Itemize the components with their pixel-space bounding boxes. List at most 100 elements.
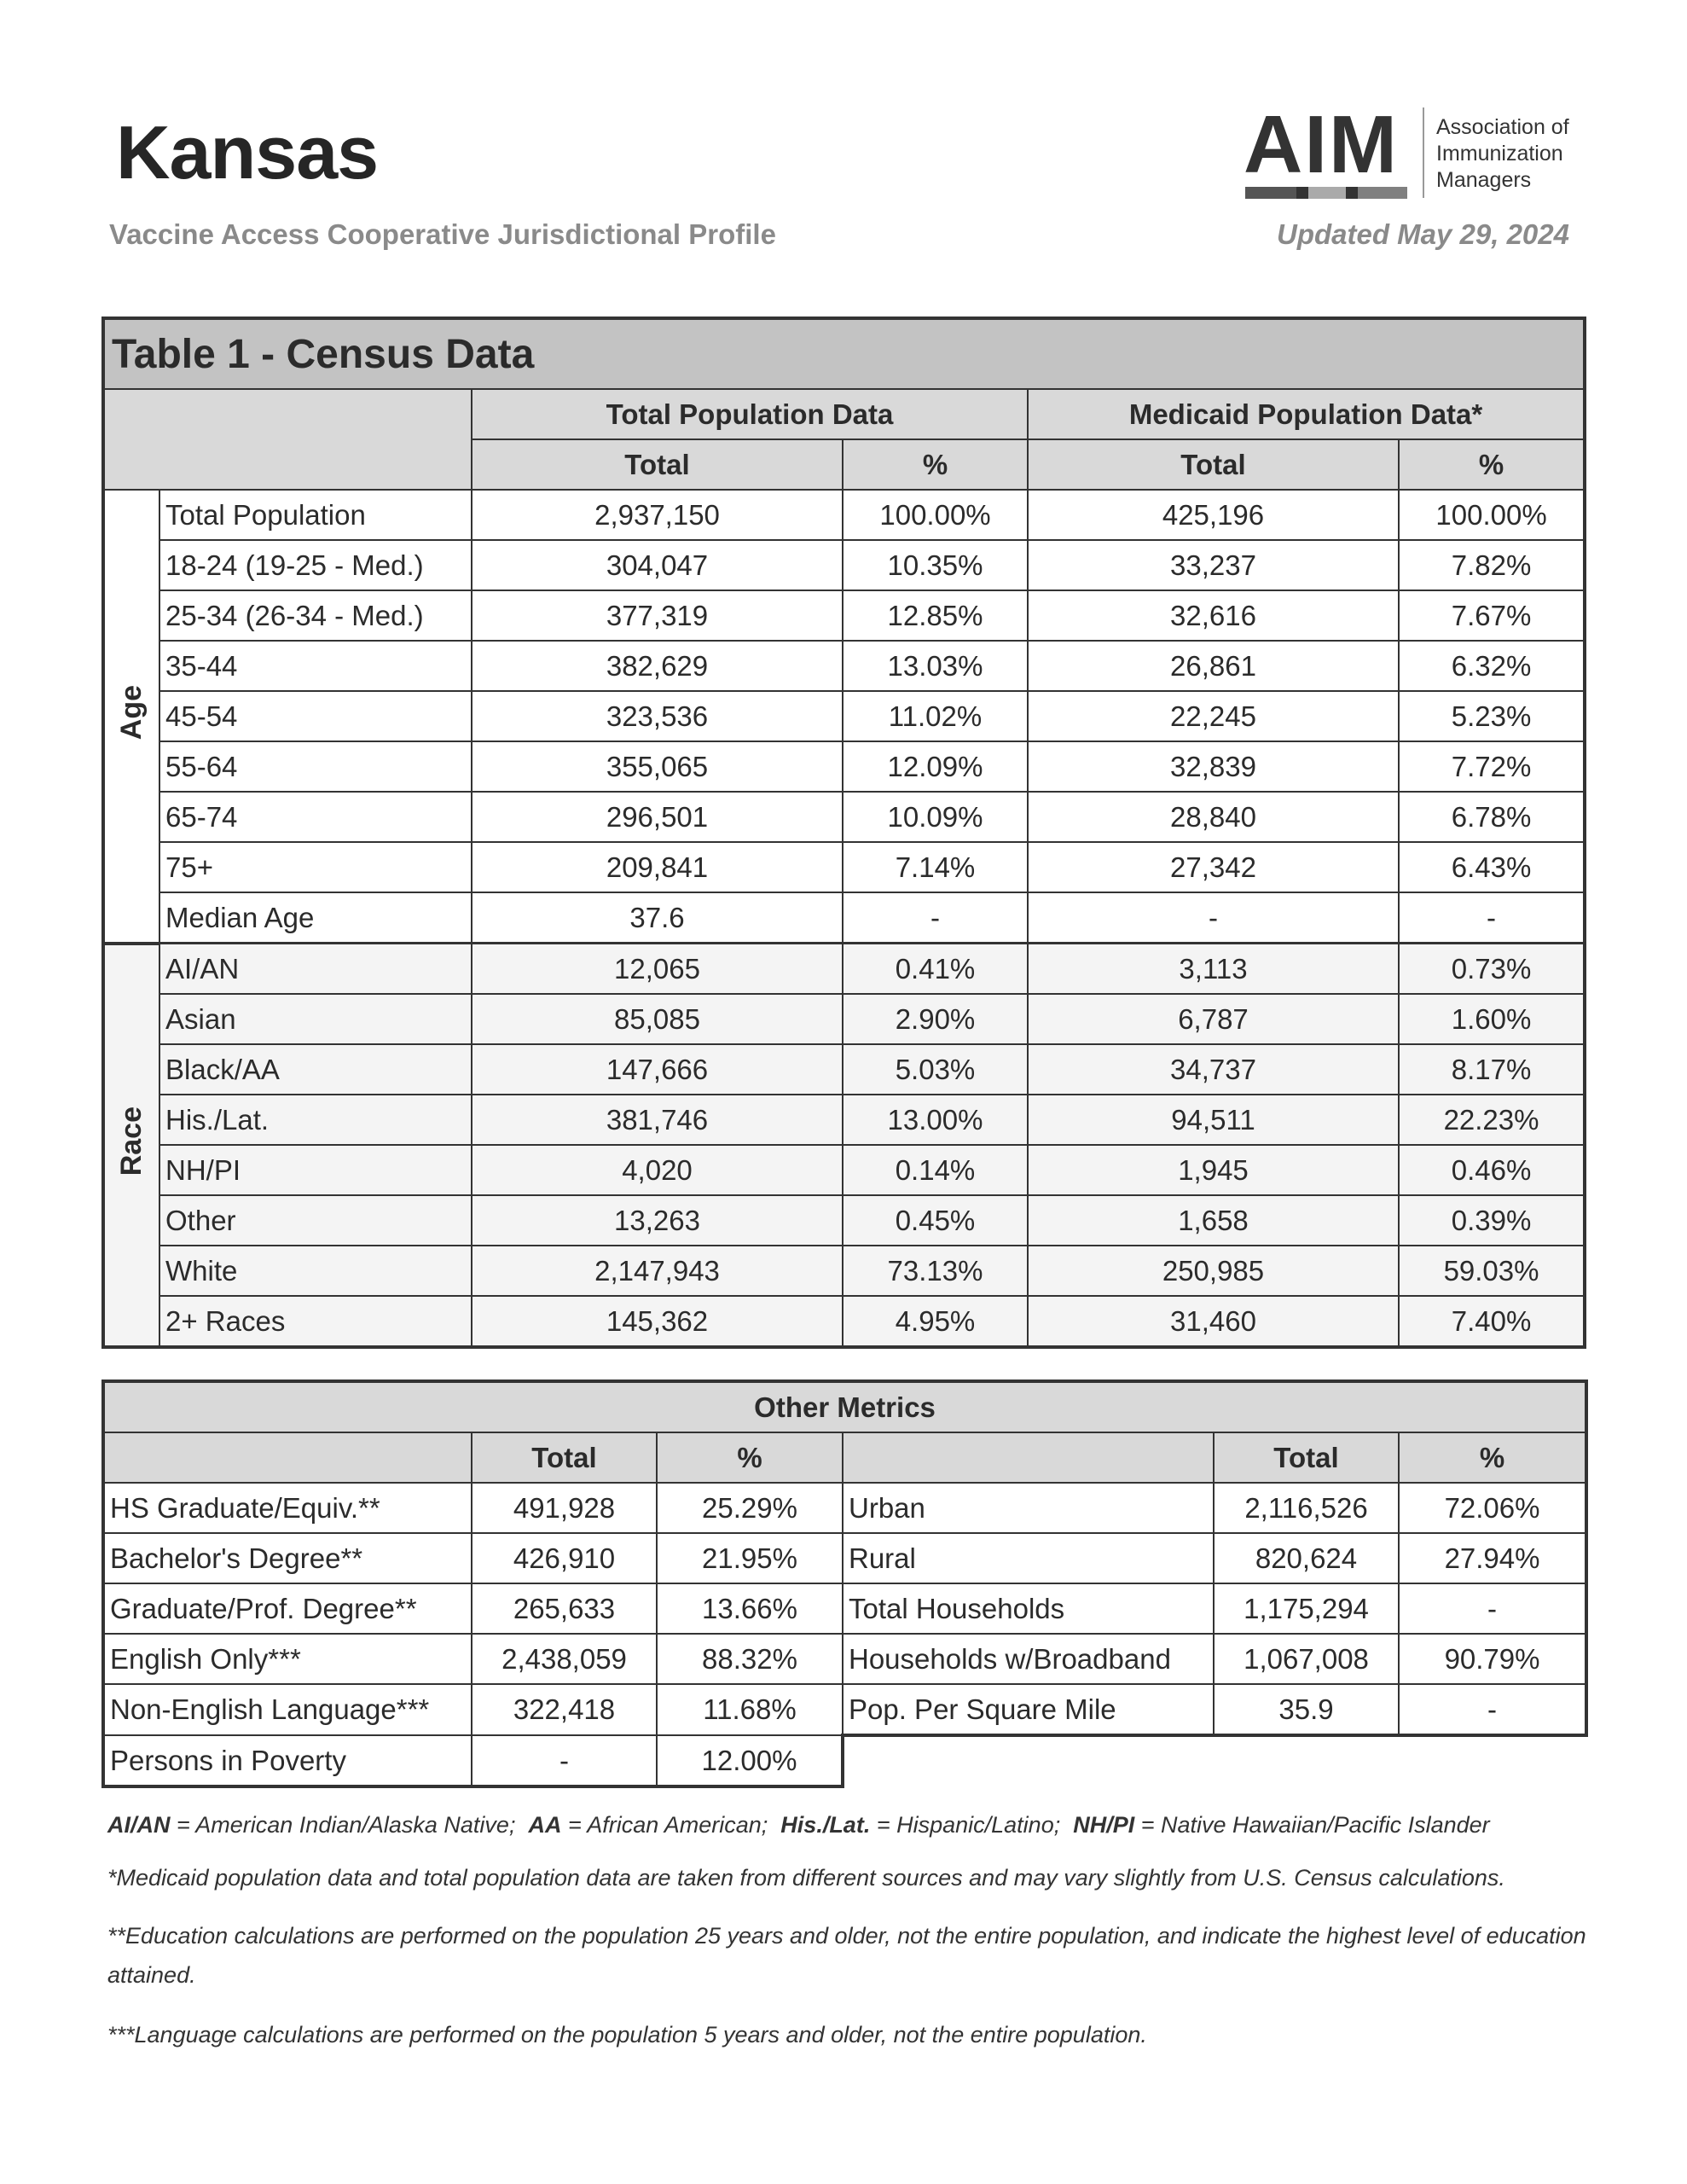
abbreviation: AI/AN <box>107 1812 171 1838</box>
cell-medicaid-percent: 100.00% <box>1397 489 1586 541</box>
cell-total: 4,020 <box>471 1144 844 1196</box>
cell-medicaid-total: 1,658 <box>1027 1194 1400 1246</box>
metric-total: 491,928 <box>471 1482 658 1534</box>
cell-medicaid-total: 33,237 <box>1027 539 1400 591</box>
table-row: Persons in Poverty -12.00% <box>101 1734 1587 1788</box>
aim-logo: AIM Association of Immunization Managers <box>1244 99 1576 200</box>
logo-line: Association of <box>1436 115 1569 139</box>
logo-text: Association of Immunization Managers <box>1436 114 1569 194</box>
cell-medicaid-percent: 6.43% <box>1397 841 1586 893</box>
cell-medicaid-percent: 6.32% <box>1397 640 1586 692</box>
row-label: His./Lat. <box>159 1094 472 1146</box>
metric-total: 322,418 <box>471 1683 658 1736</box>
cell-percent: 0.14% <box>842 1144 1029 1196</box>
cell-percent: 13.03% <box>842 640 1029 692</box>
cell-medicaid-total: 31,460 <box>1027 1295 1400 1348</box>
page-subtitle: Vaccine Access Cooperative Jurisdictiona… <box>109 218 776 250</box>
metric-label: English Only*** <box>101 1633 472 1685</box>
abbreviation-meaning: = African American; <box>561 1812 781 1838</box>
row-label: Other <box>159 1194 472 1246</box>
row-label: AI/AN <box>159 942 472 995</box>
subheader-percent: % <box>1397 1432 1589 1484</box>
age-label: Age <box>115 684 148 740</box>
cell-medicaid-percent: 7.82% <box>1397 539 1586 591</box>
logo-line: Managers <box>1436 168 1532 192</box>
cell-medicaid-percent: 59.03% <box>1397 1245 1586 1297</box>
cell-total: 13,263 <box>471 1194 844 1246</box>
subheader-total: Total <box>1213 1432 1400 1484</box>
logo-bar-segment <box>1358 187 1407 199</box>
abbreviation: AA <box>528 1812 562 1838</box>
logo-bar-segment <box>1308 187 1346 199</box>
metric-label: Urban <box>842 1482 1215 1534</box>
cell-percent: 4.95% <box>842 1295 1029 1348</box>
cell-percent: 0.41% <box>842 942 1029 995</box>
abbreviation-meaning: = American Indian/Alaska Native; <box>170 1812 529 1838</box>
row-label: 25-34 (26-34 - Med.) <box>159 590 472 642</box>
metric-total: 820,624 <box>1213 1532 1400 1584</box>
cell-total: 296,501 <box>471 791 844 843</box>
cell-medicaid-total: 1,945 <box>1027 1144 1400 1196</box>
metric-percent: - <box>1397 1583 1589 1635</box>
metric-label: Bachelor's Degree** <box>101 1532 472 1584</box>
cell-medicaid-total: 32,839 <box>1027 741 1400 793</box>
page-title: Kansas <box>116 110 379 195</box>
table-row: Median Age 37.6- - - <box>103 892 1586 944</box>
metric-total: - <box>471 1734 658 1788</box>
row-label: 2+ Races <box>159 1295 472 1348</box>
metric-total: 265,633 <box>471 1583 658 1635</box>
cell-percent: 100.00% <box>842 489 1029 541</box>
cell-medicaid-percent: 1.60% <box>1397 993 1586 1045</box>
table-row: 75+ 209,841 7.14% 27,342 6.43% <box>103 841 1586 893</box>
metric-percent: 72.06% <box>1397 1482 1589 1534</box>
metric-percent: 12.00% <box>656 1734 844 1788</box>
cell-percent: 73.13% <box>842 1245 1029 1297</box>
cell-percent: 10.09% <box>842 791 1029 843</box>
header-blank <box>102 388 472 491</box>
table-row: 25-34 (26-34 - Med.) 377,319 12.85% 32,616 7… <box>103 590 1586 642</box>
cell-medicaid-total: 22,245 <box>1027 690 1400 742</box>
row-label: NH/PI <box>159 1144 472 1196</box>
table-row: Bachelor's Degree** 426,910 21.95% Rural 820… <box>101 1532 1589 1584</box>
metric-percent: 88.32% <box>656 1633 844 1685</box>
education-footnote: **Education calculations are performed o… <box>107 1923 1586 1988</box>
metric-total: 1,175,294 <box>1213 1583 1400 1635</box>
subheader-percent: % <box>656 1432 844 1484</box>
cell-total: 12,065 <box>471 942 844 995</box>
logo-bar-segment <box>1346 187 1358 199</box>
row-label: Black/AA <box>159 1043 472 1095</box>
table-row: Non-English Language*** 322,418 11.68% Pop.… <box>101 1683 1589 1737</box>
subheader-blank <box>101 1432 472 1484</box>
row-label: 18-24 (19-25 - Med.) <box>159 539 472 591</box>
logo-mark: AIM <box>1244 99 1399 190</box>
row-label: Median Age <box>159 892 472 944</box>
empty-cell <box>843 1735 1214 1786</box>
header-medicaid-population: Medicaid Population Data* <box>1026 388 1586 440</box>
metric-percent: 25.29% <box>656 1482 844 1534</box>
cell-percent: 0.45% <box>842 1194 1029 1246</box>
subheader-percent: % <box>842 439 1029 491</box>
metric-label: Graduate/Prof. Degree** <box>101 1583 472 1635</box>
cell-total: 37.6 <box>471 892 844 944</box>
table-row: Asian 85,085 2.90% 6,787 1.60% <box>103 993 1586 1045</box>
cell-medicaid-total: 32,616 <box>1027 590 1400 642</box>
abbreviation: His./Lat. <box>780 1812 871 1838</box>
cell-medicaid-total: 250,985 <box>1027 1245 1400 1297</box>
cell-medicaid-total: 28,840 <box>1027 791 1400 843</box>
abbreviation-meaning: = Native Hawaiian/Pacific Islander <box>1134 1812 1490 1838</box>
cell-percent: 7.14% <box>842 841 1029 893</box>
table-row: HS Graduate/Equiv.** 491,928 25.29% Urban 2,… <box>101 1482 1589 1534</box>
table-row: 55-64 355,065 12.09% 32,839 7.72% <box>103 741 1586 793</box>
cell-total: 209,841 <box>471 841 844 893</box>
cell-medicaid-total: - <box>1027 892 1400 944</box>
metric-label: Total Households <box>842 1583 1215 1635</box>
table-row: 2+ Races 145,362 4.95% 31,460 7.40% <box>103 1295 1586 1348</box>
table-row: Other 13,263 0.45% 1,658 0.39% <box>103 1194 1586 1246</box>
logo-bar-segment <box>1245 187 1296 199</box>
cell-medicaid-total: 425,196 <box>1027 489 1400 541</box>
table-title: Table 1 - Census Data <box>101 317 1586 390</box>
cell-total: 382,629 <box>471 640 844 692</box>
cell-medicaid-percent: 0.39% <box>1397 1194 1586 1246</box>
table-row: Race AI/AN 12,065 0.41% 3,113 0.73% <box>102 941 1586 1348</box>
header-total-population: Total Population Data <box>471 388 1029 440</box>
